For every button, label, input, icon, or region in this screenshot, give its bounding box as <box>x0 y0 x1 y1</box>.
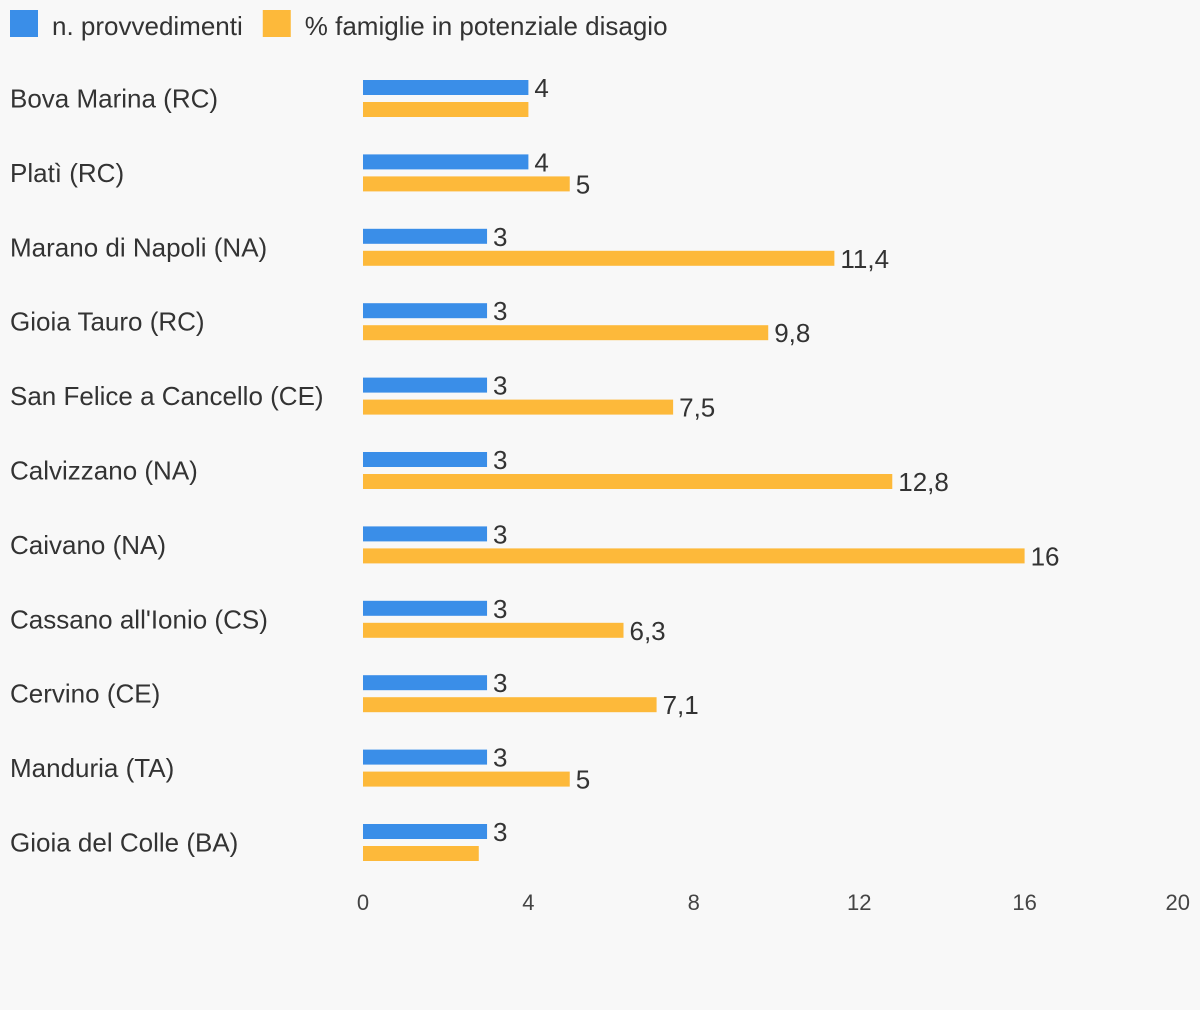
bar-provvedimenti <box>363 228 488 244</box>
bars <box>363 80 1025 861</box>
bar-provvedimenti <box>363 154 529 170</box>
data-label: 7,1 <box>663 690 699 720</box>
x-tick-label: 20 <box>1166 890 1190 915</box>
data-label: 11,4 <box>840 244 889 274</box>
bar-provvedimenti <box>363 80 529 95</box>
category-label: San Felice a Cancello (CE) <box>10 381 324 411</box>
bar-famiglie-disagio <box>363 548 1025 564</box>
data-label: 9,8 <box>774 318 810 348</box>
bar-famiglie-disagio <box>363 399 674 415</box>
bar-provvedimenti <box>363 526 488 542</box>
data-label: 3 <box>493 594 507 624</box>
data-label: 3 <box>493 222 507 252</box>
x-tick-label: 4 <box>522 890 534 915</box>
category-label: Platì (RC) <box>10 158 124 188</box>
bar-provvedimenti <box>363 303 488 319</box>
bar-provvedimenti <box>363 377 488 393</box>
category-label: Gioia Tauro (RC) <box>10 307 205 337</box>
category-label: Bova Marina (RC) <box>10 84 218 114</box>
bar-famiglie-disagio <box>363 846 479 861</box>
data-label: 6,3 <box>630 616 666 646</box>
bar-provvedimenti <box>363 749 488 765</box>
bar-famiglie-disagio <box>363 176 570 192</box>
category-label: Calvizzano (NA) <box>10 456 198 486</box>
data-label: 12,8 <box>898 467 949 497</box>
data-label: 16 <box>1031 541 1060 571</box>
category-label: Manduria (TA) <box>10 753 174 783</box>
data-label: 4 <box>534 147 548 177</box>
bar-famiglie-disagio <box>363 622 624 638</box>
data-label: 5 <box>576 169 590 199</box>
bar-famiglie-disagio <box>363 325 769 341</box>
data-label: 3 <box>493 296 507 326</box>
data-label: 4 <box>534 73 548 103</box>
bar-famiglie-disagio <box>363 697 657 713</box>
category-label: Cassano all'Ionio (CS) <box>10 604 268 634</box>
data-label: 3 <box>493 519 507 549</box>
data-label: 3 <box>493 445 507 475</box>
legend-label-1: n. provvedimenti <box>52 11 243 41</box>
category-labels: Bova Marina (RC) Platì (RC) Marano di Napo… <box>10 84 324 858</box>
legend-label-2: % famiglie in potenziale disagio <box>305 11 668 41</box>
data-label: 3 <box>493 817 507 847</box>
x-tick-label: 16 <box>1012 890 1036 915</box>
data-label: 5 <box>576 765 590 795</box>
data-label: 3 <box>493 668 507 698</box>
bar-provvedimenti <box>363 452 488 467</box>
legend-swatch-2 <box>262 10 291 37</box>
category-label: Cervino (CE) <box>10 679 160 709</box>
category-label: Marano di Napoli (NA) <box>10 232 267 262</box>
data-label: 3 <box>493 743 507 773</box>
bar-provvedimenti <box>363 600 488 616</box>
data-label: 3 <box>493 371 507 401</box>
bar-provvedimenti <box>363 824 488 839</box>
bar-famiglie-disagio <box>363 771 570 787</box>
bar-provvedimenti <box>363 675 488 691</box>
bar-famiglie-disagio <box>363 474 893 489</box>
bar-famiglie-disagio <box>363 250 835 266</box>
x-tick-label: 0 <box>357 890 369 915</box>
category-label: Caivano (NA) <box>10 530 166 560</box>
bar-famiglie-disagio <box>363 102 529 117</box>
data-label: 7,5 <box>679 393 715 423</box>
category-label: Gioia del Colle (BA) <box>10 828 238 858</box>
x-tick-label: 8 <box>688 890 700 915</box>
legend-swatch-1 <box>10 10 38 37</box>
chart-legend: n. provvedimenti % famiglie in potenziale… <box>10 10 668 41</box>
x-tick-label: 12 <box>847 890 871 915</box>
x-axis: 0 4 8 12 16 20 <box>357 890 1190 915</box>
